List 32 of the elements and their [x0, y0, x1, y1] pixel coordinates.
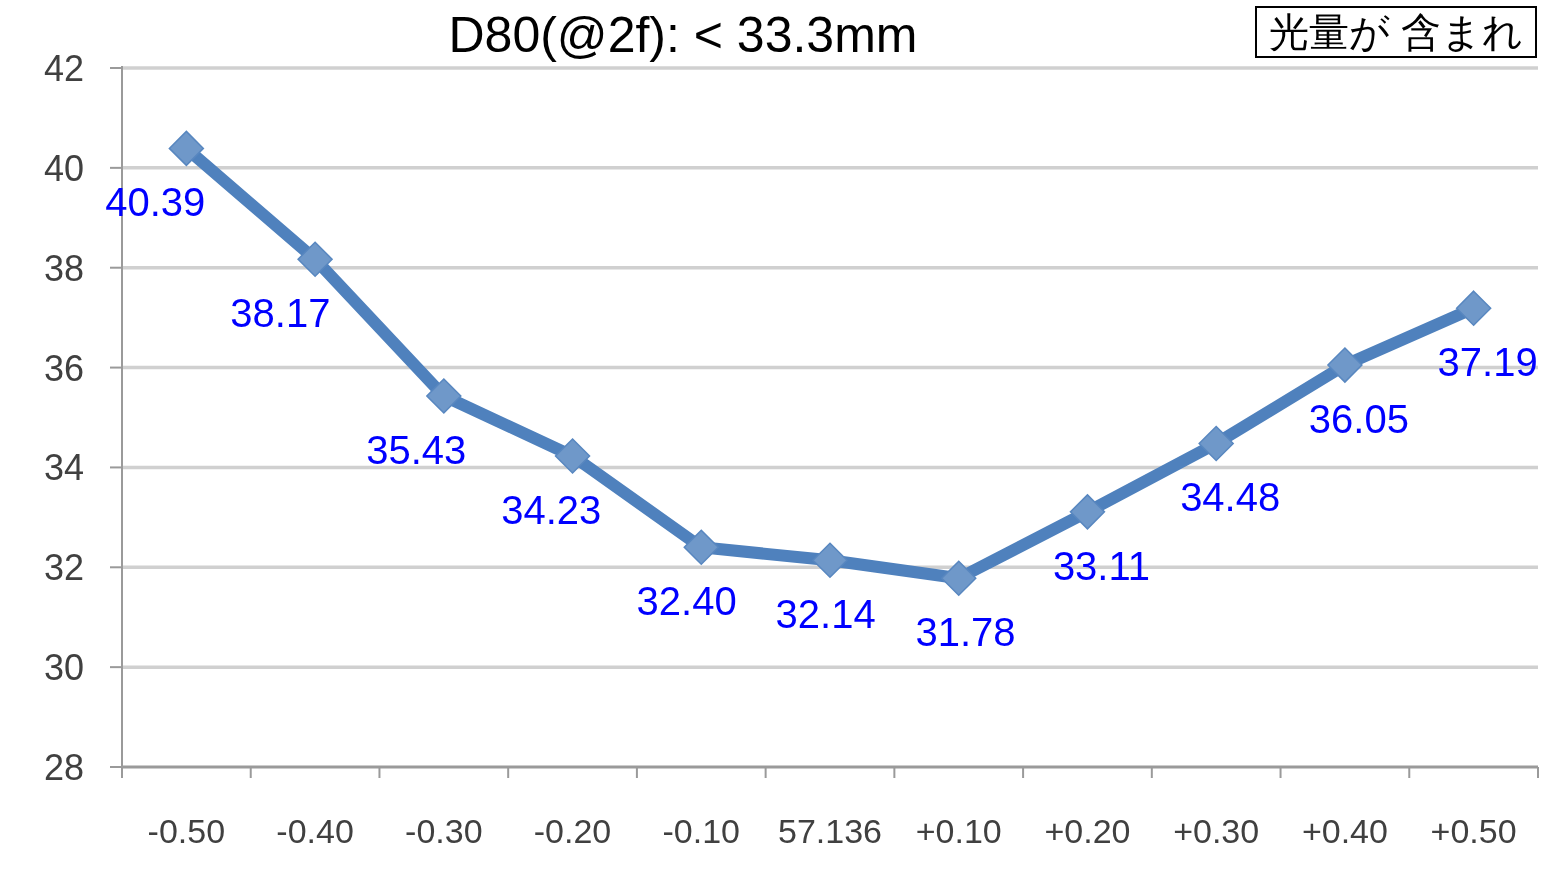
x-tick-label: +0.30: [1173, 812, 1260, 850]
x-tick-label: -0.10: [662, 812, 740, 850]
y-tick-label: 36: [43, 347, 84, 389]
x-tick-label: 57.136: [778, 812, 882, 850]
data-label: 34.23: [501, 487, 602, 532]
data-label: 31.78: [915, 610, 1016, 655]
y-tick-label: 28: [43, 747, 84, 788]
data-label: 34.48: [1180, 475, 1281, 520]
data-label: 35.43: [366, 428, 467, 473]
y-tick-label: 42: [43, 48, 84, 89]
x-tick-label: -0.50: [147, 812, 226, 850]
y-tick-label: 38: [43, 247, 84, 289]
data-label: 32.40: [636, 579, 737, 624]
data-label: 36.05: [1308, 397, 1409, 442]
x-tick-label: -0.30: [405, 812, 483, 850]
y-tick-label: 34: [43, 447, 84, 489]
y-tick-label: 32: [43, 547, 84, 589]
y-tick-label: 40: [43, 147, 84, 189]
x-tick-label: -0.40: [276, 812, 354, 850]
x-tick-label: +0.40: [1301, 812, 1388, 850]
data-label: 37.19: [1437, 340, 1538, 385]
x-tick-label: +0.10: [915, 812, 1002, 850]
annotation: 光量が 含まれ: [1254, 6, 1537, 58]
data-label: 40.39: [105, 180, 206, 225]
title: D80(@2f): < 33.3mm: [448, 7, 918, 63]
data-label: 32.14: [775, 592, 876, 637]
y-tick-label: 30: [43, 647, 84, 689]
x-tick-label: +0.20: [1044, 812, 1131, 850]
data-label: 38.17: [230, 291, 331, 336]
x-tick-label: +0.50: [1430, 812, 1517, 850]
x-tick-label: -0.20: [533, 812, 612, 850]
data-label: 33.11: [1052, 543, 1150, 588]
